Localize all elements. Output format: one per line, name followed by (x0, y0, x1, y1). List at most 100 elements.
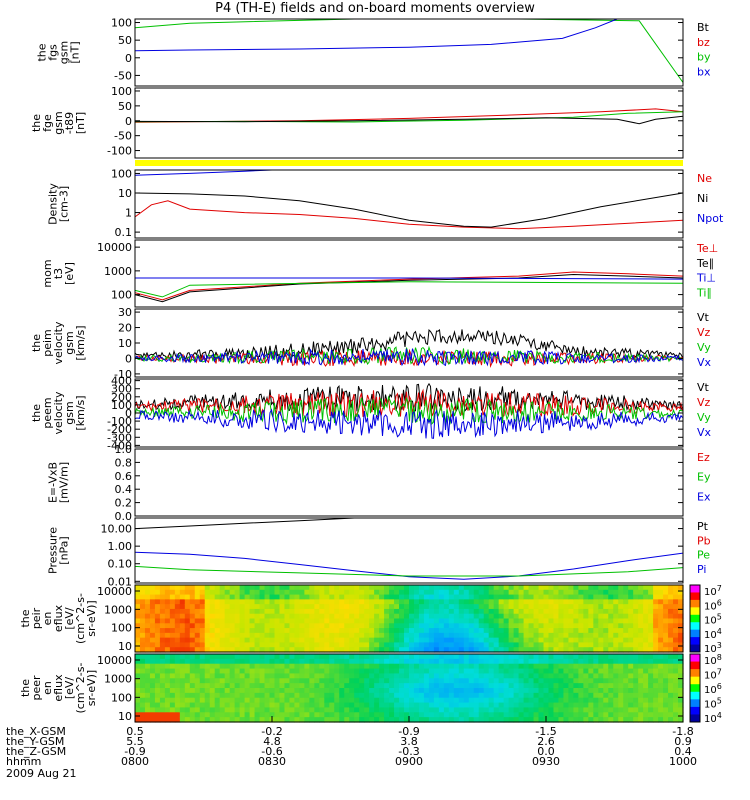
legend-entry: Ti⊥ (696, 272, 716, 285)
spectrogram-cell (648, 678, 654, 684)
spectrogram-cell (334, 697, 340, 704)
spectrogram-cell (224, 702, 231, 709)
spectrogram-cell (653, 673, 659, 679)
spectrogram-cell (194, 663, 201, 670)
spectrogram-cell (289, 663, 296, 670)
spectrogram-cell (304, 618, 310, 624)
spectrogram-cell (224, 623, 231, 629)
spectrogram-cell (229, 702, 236, 709)
spectrogram-cell (513, 668, 520, 675)
spectrogram-cell (483, 707, 490, 713)
spectrogram-cell (433, 618, 440, 624)
spectrogram-cell (304, 647, 310, 653)
spectrogram-cell (289, 628, 296, 634)
spectrogram-cell (334, 585, 340, 591)
spectrogram-cell (239, 632, 246, 639)
spectrogram-cell (563, 668, 570, 675)
spectrogram-cell (598, 717, 604, 723)
spectrogram-cell (404, 654, 410, 660)
spectrogram-cell (269, 668, 276, 675)
spectrogram-cell (433, 658, 440, 665)
spectrogram-cell (135, 673, 141, 679)
spectrogram-cell (294, 594, 300, 600)
spectrogram-cell (189, 618, 196, 624)
spectrogram-cell (658, 647, 664, 653)
spectrogram-cell (179, 613, 186, 620)
spectrogram-cell (413, 673, 420, 679)
spectrogram-cell (289, 594, 296, 600)
spectrogram-cell (179, 623, 186, 629)
spectrogram-cell (144, 647, 151, 653)
spectrogram-cell (663, 628, 669, 634)
spectrogram-cell (404, 637, 410, 644)
spectrogram-cell (648, 688, 654, 694)
spectrogram-cell (488, 692, 495, 699)
spectrogram-cell (139, 623, 146, 629)
spectrogram-cell (259, 608, 266, 615)
spectrogram-cell (423, 683, 430, 689)
spectrogram-cell (339, 637, 345, 644)
spectrogram-cell (239, 594, 246, 600)
spectrogram-cell (443, 673, 450, 679)
spectrogram-cell (209, 604, 216, 610)
spectrogram-cell (349, 647, 355, 653)
spectrogram-cell (144, 658, 151, 665)
spectrogram-cell (453, 683, 460, 689)
spectrogram-cell (618, 628, 624, 634)
spectrogram-cell (518, 647, 525, 653)
spectrogram-cell (329, 608, 335, 615)
spectrogram-cell (453, 688, 460, 694)
spectrogram-cell (453, 608, 460, 615)
spectrogram-cell (643, 618, 649, 624)
spectrogram-cell (533, 654, 540, 660)
spectrogram-cell (613, 658, 619, 665)
spectrogram-cell (573, 637, 579, 644)
spectrogram-cell (558, 702, 565, 709)
spectrogram-cell (458, 658, 465, 665)
legend-entry: Vx (697, 426, 712, 439)
spectrogram-cell (513, 585, 520, 591)
spectrogram-cell (663, 604, 669, 610)
spectrogram-cell (319, 717, 325, 723)
spectrogram-cell (538, 678, 545, 684)
spectrogram-cell (678, 585, 684, 591)
legend-entry: Ti∥ (696, 286, 712, 299)
series-Te∥ (134, 273, 684, 303)
spectrogram-cell (443, 654, 450, 660)
spectrogram-cell (374, 613, 380, 620)
spectrogram-cell (304, 628, 310, 634)
spectrogram-cell (384, 654, 390, 660)
spectrogram-cell (404, 663, 410, 670)
spectrogram-cell (558, 668, 565, 675)
spectrogram-cell (399, 604, 405, 610)
spectrogram-cell (503, 673, 510, 679)
spectrogram-cell (264, 628, 271, 634)
spectrogram-cell (339, 613, 345, 620)
spectrogram-cell (394, 618, 400, 624)
spectrogram-cell (548, 712, 555, 718)
spectrogram-cell (389, 585, 395, 591)
spectrogram-cell (608, 632, 614, 639)
spectrogram-cell (314, 697, 320, 704)
spectrogram-cell (374, 632, 380, 639)
spectrogram-cell (379, 594, 385, 600)
spectrogram-cell (653, 599, 659, 605)
spectrogram-cell (239, 599, 246, 605)
spectrogram-cell (558, 613, 565, 620)
spectrogram-cell (379, 628, 385, 634)
spectrogram-cell (194, 589, 201, 596)
spectrogram-cell (658, 632, 664, 639)
y-axis-label: the (30, 404, 43, 422)
spectrogram-cell (219, 678, 226, 684)
spectrogram-cell (488, 632, 495, 639)
spectrogram-cell (219, 599, 226, 605)
spectrogram-cell (399, 599, 405, 605)
spectrogram-cell (668, 678, 674, 684)
spectrogram-cell (428, 683, 435, 689)
spectrogram-cell (294, 613, 300, 620)
spectrogram-cell (194, 688, 201, 694)
spectrogram-cell (433, 702, 440, 709)
spectrogram-cell (309, 683, 315, 689)
spectrogram-cell (413, 668, 420, 675)
spectrogram-cell (533, 613, 540, 620)
